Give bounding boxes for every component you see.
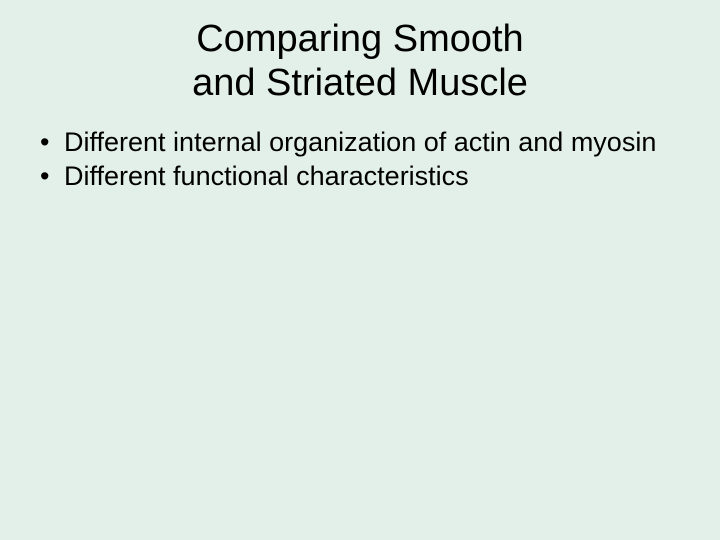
- title-line-2: and Striated Muscle: [192, 62, 528, 104]
- title-line-1: Comparing Smooth: [196, 18, 523, 60]
- bullet-text: Different internal organization of actin…: [64, 127, 656, 157]
- slide-body: Different internal organization of actin…: [0, 127, 720, 193]
- bullet-list: Different internal organization of actin…: [36, 127, 680, 193]
- bullet-text: Different functional characteristics: [64, 161, 469, 191]
- list-item: Different functional characteristics: [36, 161, 680, 193]
- slide-title: Comparing Smooth and Striated Muscle: [0, 18, 720, 105]
- list-item: Different internal organization of actin…: [36, 127, 680, 159]
- slide: Comparing Smooth and Striated Muscle Dif…: [0, 0, 720, 540]
